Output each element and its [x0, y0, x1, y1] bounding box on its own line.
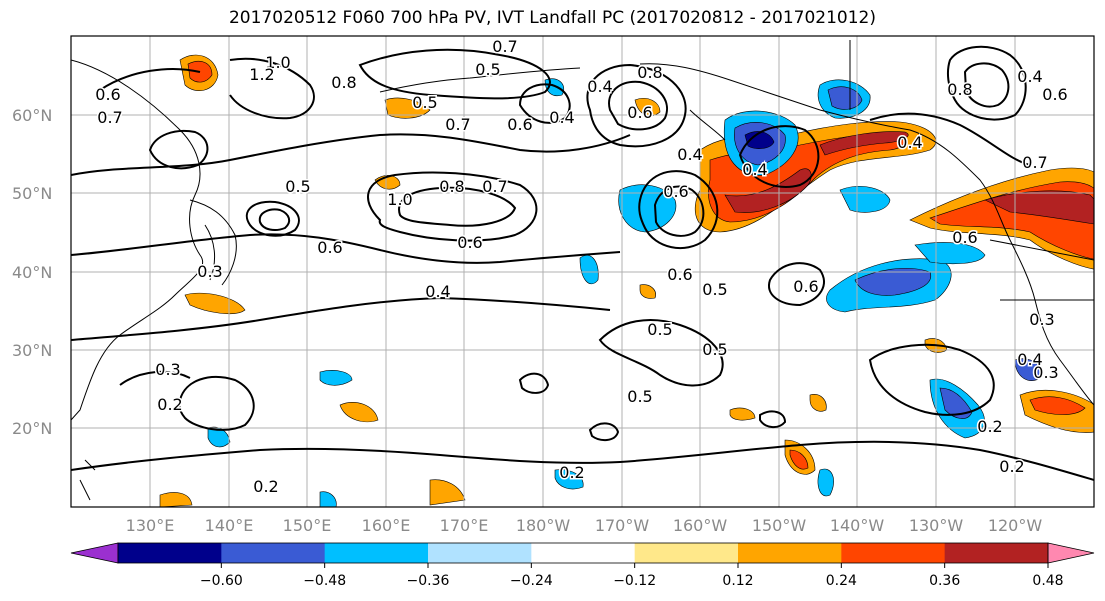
contour-label: 0.8 — [331, 73, 356, 92]
contour-label: 0.6 — [507, 115, 532, 134]
colorbar-segment — [944, 543, 1049, 563]
pv-contours — [71, 45, 1094, 481]
contour-label: 0.4 — [1017, 67, 1042, 86]
contour-label: 0.7 — [97, 108, 122, 127]
contour-label: 0.6 — [627, 103, 652, 122]
contour-label: 0.6 — [663, 182, 688, 201]
contour-label: 0.4 — [549, 108, 574, 127]
contour-label: 0.6 — [952, 228, 977, 247]
colorbar-outline — [117, 542, 1049, 564]
contour-label: 0.2 — [999, 457, 1024, 476]
contour-label: 0.7 — [1022, 153, 1047, 172]
lat-label-50n: 50°N — [12, 184, 52, 203]
contour-label: 0.6 — [317, 238, 342, 257]
lon-label-150w: 150°W — [752, 516, 807, 535]
contour-label: 1.0 — [265, 53, 290, 72]
colorbar-tick-label: −0.60 — [200, 573, 243, 589]
colorbar-segment — [531, 543, 636, 563]
latitude-labels: 60°N 50°N 40°N 30°N 20°N — [12, 106, 52, 438]
contour-label: 0.4 — [742, 160, 767, 179]
contour-label: 0.3 — [197, 262, 222, 281]
colorbar-segment — [428, 543, 532, 563]
contour-label: 0.4 — [677, 145, 702, 164]
contour-label: 0.5 — [285, 177, 310, 196]
colorbar: −0.60 −0.48 −0.36 −0.24 −0.12 0.12 0.24 0.36 0.4… — [70, 542, 1095, 589]
map-title: 2017020512 F060 700 hPa PV, IVT Landfall… — [228, 8, 876, 28]
contour-label: 0.3 — [1033, 363, 1058, 382]
contour-label: 0.2 — [253, 477, 278, 496]
colorbar-tick-label: −0.36 — [407, 573, 450, 589]
contour-label: 0.7 — [492, 37, 517, 56]
contour-labels: 1.01.20.60.70.80.50.70.6 0.40.70.50.40.60… — [94, 36, 1069, 498]
colorbar-segment — [221, 543, 326, 563]
lon-label-130e: 130°E — [126, 516, 175, 535]
contour-label: 0.2 — [977, 417, 1002, 436]
lon-label-140w: 140°W — [830, 516, 885, 535]
lon-label-170w: 170°W — [595, 516, 650, 535]
contour-label: 0.4 — [587, 77, 612, 96]
contour-label: 0.4 — [1017, 350, 1042, 369]
contour-label: 0.4 — [425, 282, 450, 301]
longitude-labels: 130°E 140°E 150°E 160°E 170°E 180°W 170°… — [126, 516, 1043, 535]
colorbar-segment — [118, 543, 222, 563]
contour-label: 0.6 — [793, 277, 818, 296]
colorbar-tick-label: 0.36 — [929, 573, 960, 589]
contour-label: 0.5 — [627, 387, 652, 406]
colorbar-tick-label: −0.48 — [303, 573, 346, 589]
colorbar-segment — [634, 543, 739, 563]
lat-label-60n: 60°N — [12, 106, 52, 125]
lon-label-170e: 170°E — [440, 516, 489, 535]
colorbar-tick-label: −0.24 — [510, 573, 553, 589]
contour-label: 0.3 — [155, 360, 180, 379]
contour-label: 0.8 — [637, 63, 662, 82]
map-frame — [70, 35, 1095, 508]
contour-label: 0.7 — [445, 115, 470, 134]
contour-label: 0.5 — [702, 280, 727, 299]
lon-label-180w: 180°W — [516, 516, 571, 535]
lon-label-130w: 130°W — [909, 516, 964, 535]
contour-label: 0.3 — [1029, 310, 1054, 329]
contour-label: 0.8 — [947, 80, 972, 99]
contour-label: 0.8 — [439, 177, 464, 196]
colorbar-segment — [324, 543, 429, 563]
colorbar-tick-label: 0.24 — [826, 573, 857, 589]
lon-label-160w: 160°W — [673, 516, 728, 535]
contour-label: 0.6 — [457, 233, 482, 252]
contour-label: 0.2 — [157, 395, 182, 414]
contour-label: 0.6 — [667, 265, 692, 284]
contour-label: 1.0 — [387, 190, 412, 209]
lon-label-120w: 120°W — [988, 516, 1043, 535]
colorbar-arrow-low — [70, 542, 119, 564]
lon-label-160e: 160°E — [362, 516, 411, 535]
lon-label-140e: 140°E — [205, 516, 254, 535]
lat-label-40n: 40°N — [12, 263, 52, 282]
lon-label-150e: 150°E — [283, 516, 332, 535]
contour-label: 0.5 — [647, 320, 672, 339]
contour-label: 0.5 — [412, 93, 437, 112]
contour-label: 0.5 — [702, 340, 727, 359]
contour-label: 0.6 — [1042, 85, 1067, 104]
contour-label: 0.6 — [95, 85, 120, 104]
colorbar-arrow-high — [1047, 542, 1095, 564]
contour-label: 0.7 — [482, 177, 507, 196]
colorbar-tick-label: 0.12 — [722, 573, 753, 589]
lat-label-30n: 30°N — [12, 341, 52, 360]
contour-label: 0.5 — [475, 60, 500, 79]
lat-label-20n: 20°N — [12, 419, 52, 438]
contour-label: 1.2 — [249, 65, 274, 84]
contour-label: 0.2 — [559, 463, 584, 482]
colorbar-segment — [738, 543, 842, 563]
colorbar-tick-label: 0.48 — [1032, 573, 1063, 589]
colorbar-segment — [841, 543, 946, 563]
contour-label: 0.4 — [897, 133, 922, 152]
colorbar-tick-label: −0.12 — [613, 573, 656, 589]
